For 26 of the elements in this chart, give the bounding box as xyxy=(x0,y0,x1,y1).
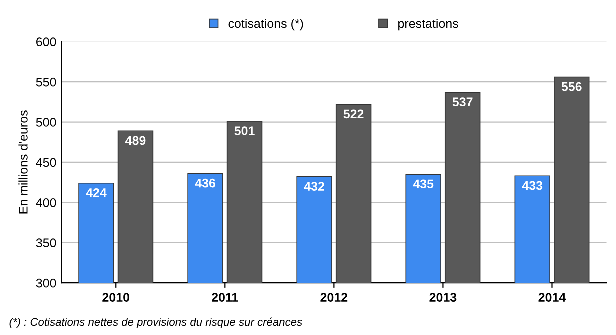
legend-label: prestations xyxy=(398,18,458,31)
data-label: 537 xyxy=(452,98,473,107)
y-tick-label: 300 xyxy=(36,278,56,288)
data-label: 436 xyxy=(195,178,216,188)
data-label: 501 xyxy=(234,126,255,136)
data-label: 432 xyxy=(304,182,324,191)
text: (*) : Cotisations nettes de provisions du risque sur créances xyxy=(10,318,302,328)
legend-label: cotisations (*) xyxy=(228,18,304,31)
data-label: 435 xyxy=(413,180,434,189)
data-label: 489 xyxy=(126,136,146,146)
x-tick-label: 2013 xyxy=(430,293,457,302)
data-label: 556 xyxy=(562,82,582,92)
x-tick-label: 2012 xyxy=(320,293,348,302)
x-tick-label: 2014 xyxy=(538,293,566,302)
x-tick-label: 2011 xyxy=(212,293,238,302)
x-tick-label: 2010 xyxy=(102,293,130,302)
data-label: 433 xyxy=(522,181,543,190)
y-tick-label: 350 xyxy=(36,238,56,248)
data-label: 522 xyxy=(344,110,364,119)
y-tick-label: 450 xyxy=(36,158,56,168)
y-tick-label: 600 xyxy=(36,38,56,47)
y-tick-label: 400 xyxy=(36,198,56,208)
y-tick-label: 550 xyxy=(36,78,56,87)
data-label: 424 xyxy=(86,188,107,198)
y-tick-label: 500 xyxy=(36,118,56,127)
y-axis-title: En millions d'euros xyxy=(18,110,28,214)
